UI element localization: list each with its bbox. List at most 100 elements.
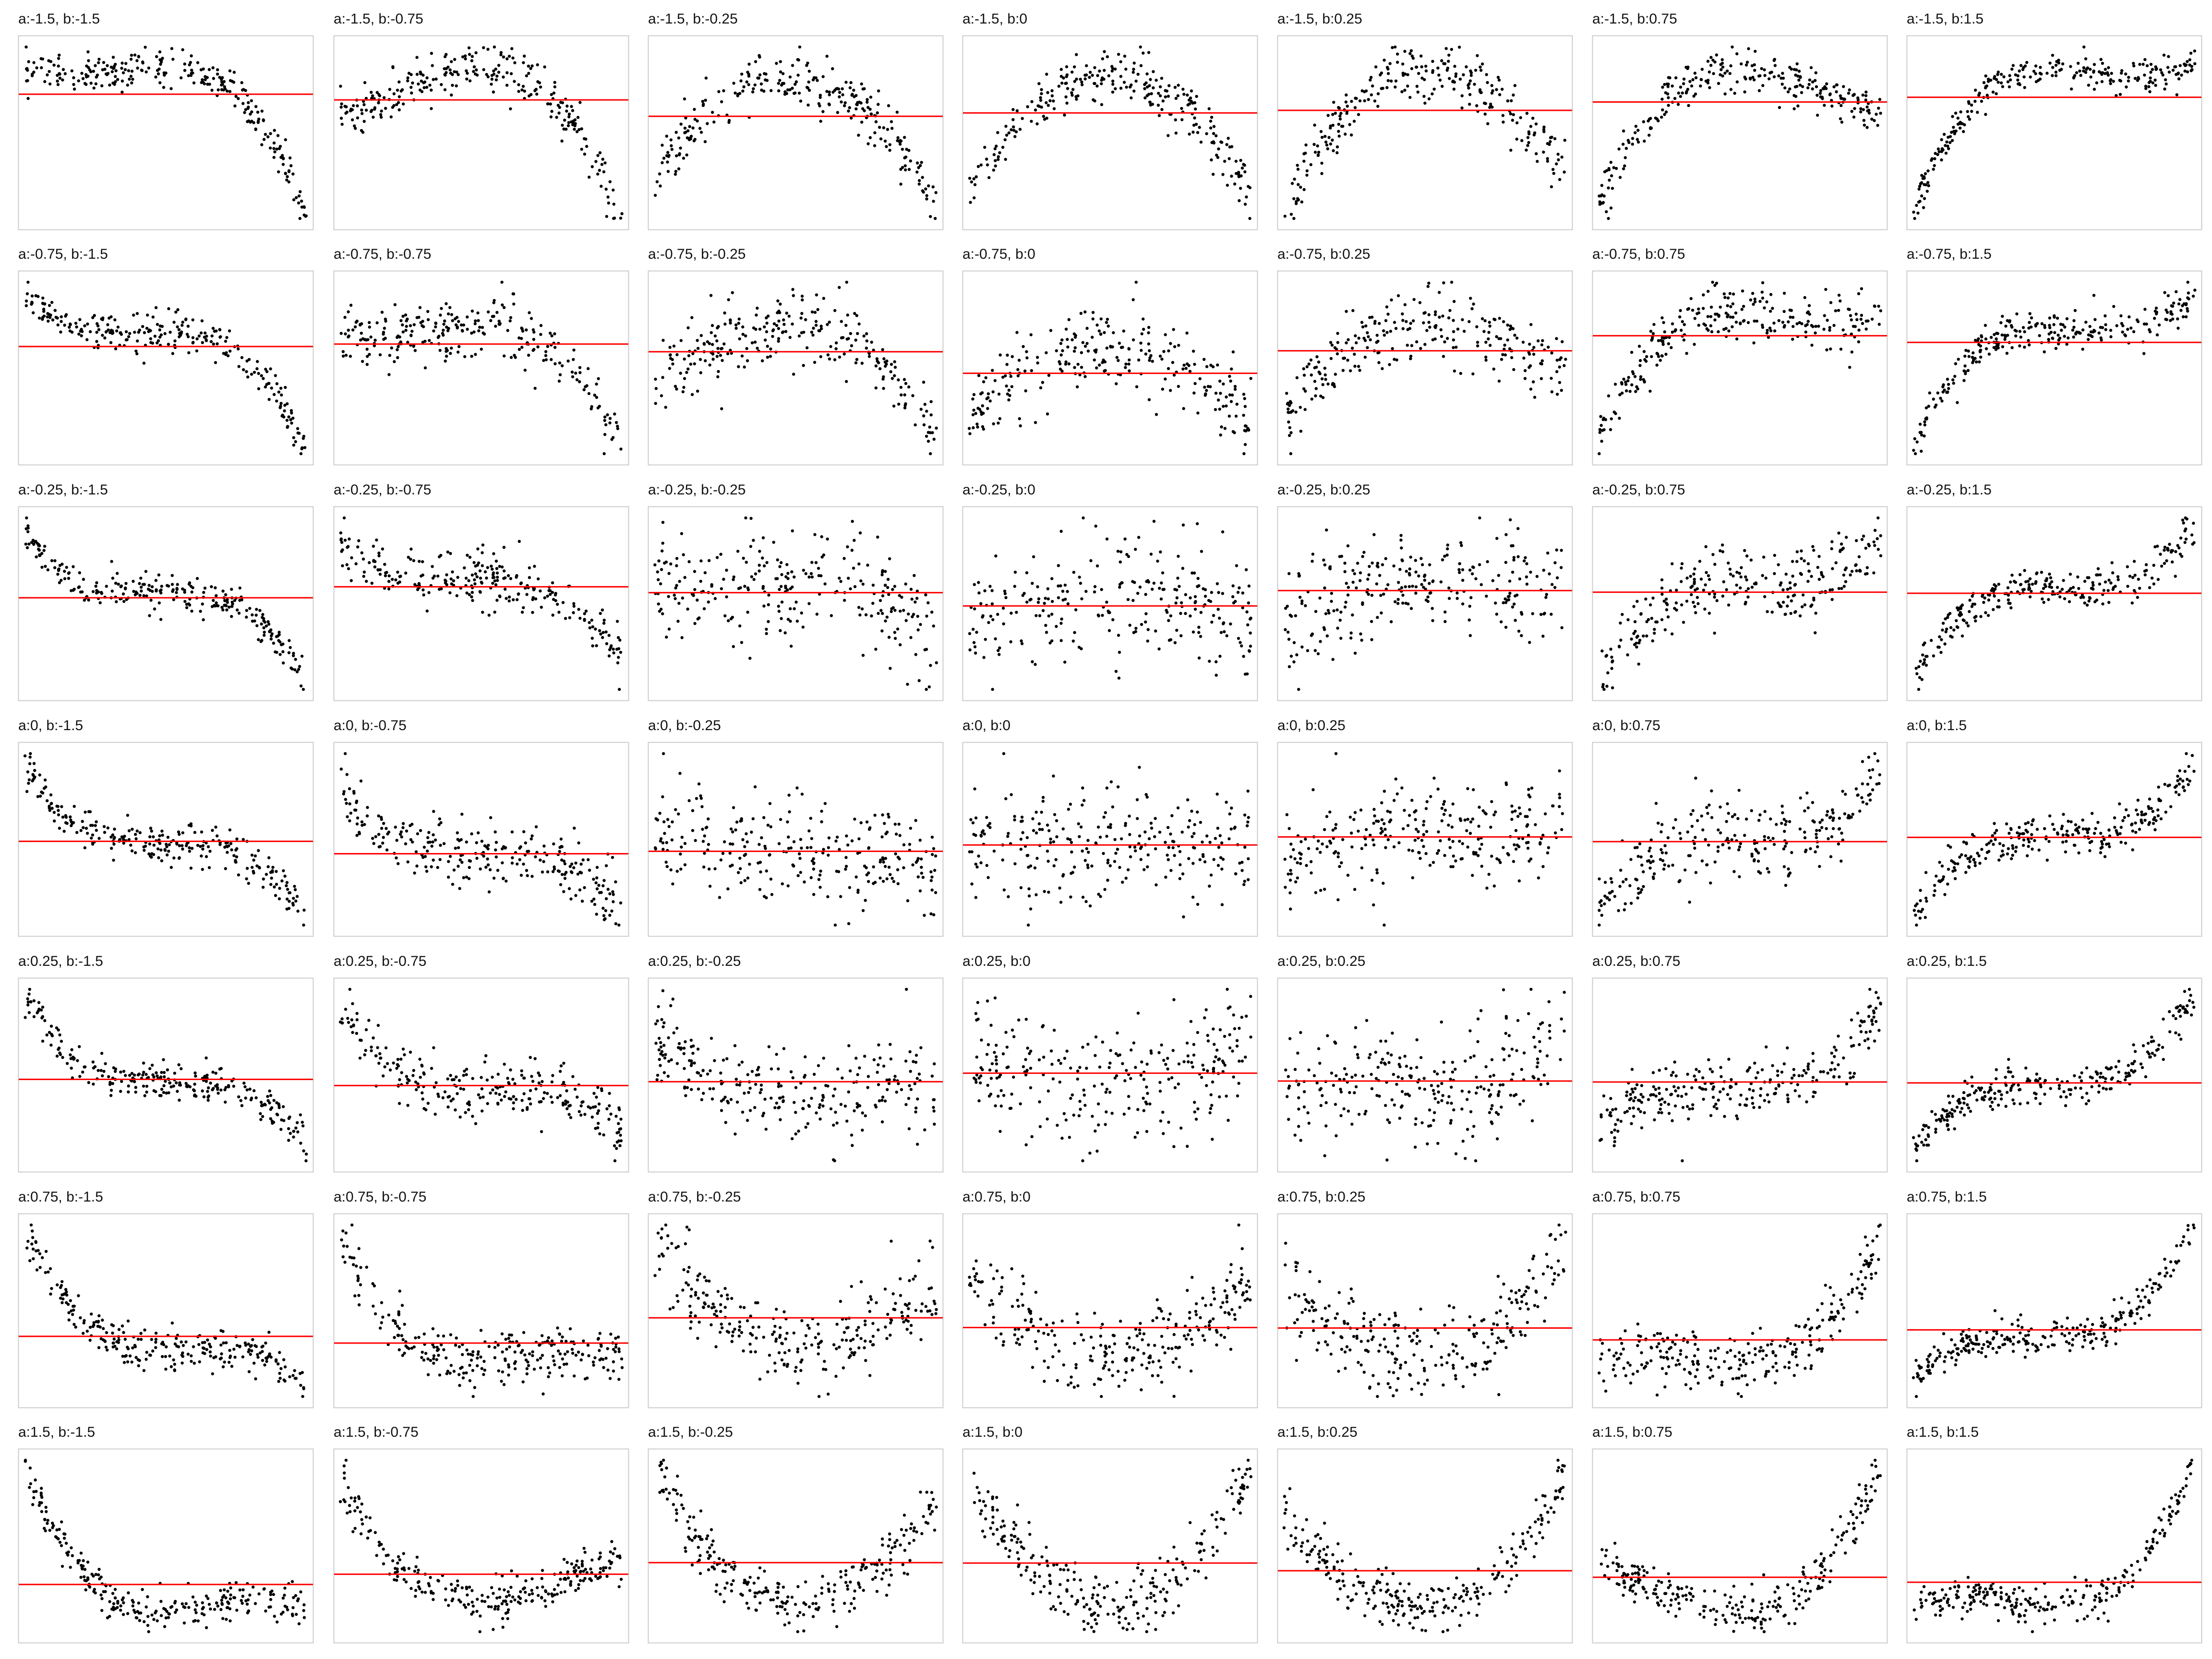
scatter-point xyxy=(2183,69,2187,73)
scatter-point xyxy=(1138,585,1142,589)
scatter-point xyxy=(1106,325,1110,328)
scatter-point xyxy=(212,342,215,346)
scatter-point xyxy=(1193,595,1197,599)
scatter-point xyxy=(881,569,884,572)
scatter-point xyxy=(223,85,226,88)
scatter-point xyxy=(751,90,755,94)
scatter-point xyxy=(1724,312,1728,315)
scatter-point xyxy=(1661,108,1664,112)
scatter-point xyxy=(491,567,494,571)
scatter-point xyxy=(679,372,682,375)
scatter-point xyxy=(507,599,511,603)
scatter-point xyxy=(492,69,495,72)
scatter-point xyxy=(114,62,117,66)
scatter-point xyxy=(1610,174,1613,178)
scatter-point xyxy=(262,377,265,380)
scatter-point xyxy=(564,617,567,620)
scatter-point xyxy=(998,151,1001,155)
scatter-point xyxy=(1314,394,1317,397)
scatter-point xyxy=(977,581,980,584)
scatter-point xyxy=(972,627,975,631)
scatter-point xyxy=(1753,69,1756,72)
scatter-point xyxy=(992,153,996,156)
scatter-point xyxy=(995,144,998,148)
scatter-point xyxy=(2054,347,2058,350)
scatter-point xyxy=(343,105,347,108)
scatter-point xyxy=(909,636,913,639)
scatter-point xyxy=(517,336,521,340)
scatter-point xyxy=(506,574,510,577)
scatter-point xyxy=(2132,64,2136,68)
scatter-point xyxy=(220,606,224,609)
scatter-point xyxy=(445,347,448,350)
scatter-point xyxy=(791,288,794,291)
scatter-point xyxy=(998,646,1001,649)
scatter-point xyxy=(2034,324,2038,328)
scatter-point xyxy=(1161,99,1165,103)
scatter-point xyxy=(2081,348,2084,351)
scatter-point xyxy=(1933,164,1936,168)
scatter-point xyxy=(792,294,795,297)
scatter-point xyxy=(1546,551,1550,555)
scatter-point xyxy=(1049,329,1053,332)
scatter-point xyxy=(997,155,1000,158)
scatter-point xyxy=(1188,370,1192,373)
scatter-point xyxy=(1184,367,1188,370)
plot-frame xyxy=(1906,270,2202,466)
scatter-point xyxy=(233,104,237,108)
scatter-point xyxy=(343,539,347,542)
scatter-point xyxy=(1729,88,1733,91)
scatter-point xyxy=(932,624,935,628)
scatter-point xyxy=(606,195,610,199)
scatter-point xyxy=(1229,400,1233,403)
scatter-point xyxy=(1660,336,1664,339)
scatter-point xyxy=(741,333,745,336)
scatter-point xyxy=(914,423,917,427)
scatter-point xyxy=(867,352,871,355)
scatter-point xyxy=(536,345,540,349)
scatter-point xyxy=(2048,61,2052,65)
scatter-point xyxy=(472,561,476,565)
scatter-point xyxy=(250,110,253,114)
scatter-point xyxy=(1540,343,1544,347)
scatter-point xyxy=(74,322,78,325)
scatter-point xyxy=(287,415,290,419)
scatter-point xyxy=(345,110,349,114)
scatter-point xyxy=(1600,184,1604,187)
scatter-point xyxy=(923,403,926,406)
scatter-point xyxy=(1412,298,1416,301)
scatter-point xyxy=(1479,90,1482,93)
scatter-point xyxy=(662,156,666,160)
scatter-point xyxy=(543,596,546,600)
scatter-point xyxy=(445,53,448,56)
scatter-point xyxy=(1160,581,1163,585)
scatter-plot xyxy=(1906,35,2202,230)
scatter-point xyxy=(230,588,233,591)
scatter-point xyxy=(660,607,663,611)
scatter-point xyxy=(1490,91,1494,95)
scatter-point xyxy=(1682,338,1686,342)
scatter-point xyxy=(298,216,301,220)
scatter-point xyxy=(1660,97,1664,101)
scatter-point xyxy=(2092,69,2095,73)
scatter-point xyxy=(401,323,404,326)
scatter-point xyxy=(849,81,853,84)
scatter-point xyxy=(617,656,620,659)
panel-title: a:-1.5, b:-1.5 xyxy=(18,11,100,27)
scatter-point xyxy=(282,661,285,665)
scatter-point xyxy=(551,590,554,594)
scatter-point xyxy=(1305,169,1309,173)
scatter-point xyxy=(1375,334,1379,337)
scatter-point xyxy=(617,647,621,650)
scatter-point xyxy=(385,571,388,574)
scatter-point xyxy=(717,325,720,328)
scatter-point xyxy=(2148,330,2152,334)
scatter-point xyxy=(78,318,82,321)
scatter-point xyxy=(1073,366,1076,369)
scatter-plot xyxy=(648,506,944,701)
scatter-point xyxy=(2188,58,2191,61)
scatter-point xyxy=(616,661,620,664)
scatter-point xyxy=(246,375,250,379)
scatter-point xyxy=(813,311,817,314)
scatter-point xyxy=(1834,309,1838,313)
